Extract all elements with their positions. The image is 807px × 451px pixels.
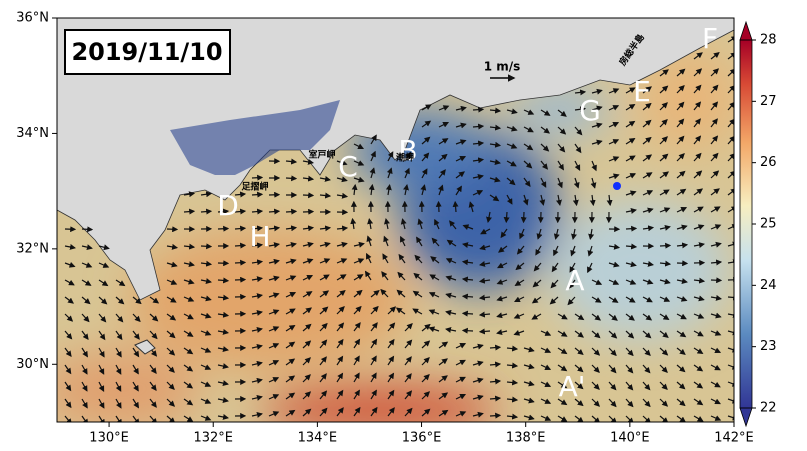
colorbar-tick-label: 23 (760, 339, 777, 354)
vector (463, 296, 473, 297)
x-tick-label: 140°E (610, 431, 650, 446)
y-tick-label: 36°N (16, 11, 49, 26)
vector (286, 178, 296, 179)
y-tick-label: 30°N (16, 357, 49, 372)
vector (235, 262, 245, 263)
vector (235, 245, 245, 246)
scale-label: 1 m/s (484, 60, 521, 74)
colorbar-tick-label: 24 (760, 278, 777, 293)
vector (269, 211, 279, 212)
vector (286, 211, 296, 212)
vector (626, 228, 636, 229)
vector (252, 177, 262, 178)
vector (463, 313, 473, 314)
colorbar-tick-label: 25 (760, 217, 777, 232)
vector (490, 415, 500, 416)
x-tick-label: 138°E (506, 431, 546, 446)
annotation-label: H (249, 220, 270, 253)
annotation-label: D (217, 189, 239, 222)
vector (184, 211, 194, 212)
place-name: 潮岬 (396, 152, 414, 164)
vector (82, 229, 92, 230)
vector (473, 109, 483, 110)
vector (660, 245, 670, 246)
annotation-label: E (633, 75, 651, 108)
colorbar (740, 40, 752, 408)
vector (473, 126, 483, 127)
vector (463, 330, 473, 331)
vector (490, 347, 500, 348)
vector (201, 246, 211, 247)
vector (480, 331, 490, 332)
annotation-label: F (702, 22, 718, 55)
vector (235, 228, 245, 229)
x-tick-label: 136°E (402, 431, 442, 446)
x-tick-label: 132°E (193, 431, 233, 446)
colorbar-min-arrow (740, 408, 752, 426)
colorbar-tick-label: 27 (760, 94, 777, 109)
annotation-label: A (565, 264, 584, 297)
colorbar-tick-label: 28 (760, 33, 777, 48)
x-tick-label: 130°E (89, 431, 129, 446)
colorbar-tick-label: 22 (760, 401, 777, 416)
x-tick-label: 134°E (298, 431, 338, 446)
vector (506, 212, 507, 222)
vector (728, 297, 738, 298)
vector (252, 194, 262, 195)
annotation-label: C (338, 150, 358, 183)
x-tick-label: 142°E (714, 431, 754, 446)
station-marker (613, 182, 621, 190)
vector (455, 202, 456, 212)
vector (201, 211, 211, 212)
annotation-label: G (579, 94, 601, 127)
colorbar-max-arrow (740, 22, 752, 40)
place-name: 室戸岬 (308, 149, 335, 161)
colorbar-tick-label: 26 (760, 155, 777, 170)
annotation-label: A' (559, 370, 586, 403)
y-tick-label: 32°N (16, 241, 49, 256)
date-label: 2019/11/10 (71, 38, 222, 66)
y-tick-label: 34°N (16, 126, 49, 141)
vector (218, 280, 228, 281)
place-name: 足摺岬 (241, 181, 268, 193)
